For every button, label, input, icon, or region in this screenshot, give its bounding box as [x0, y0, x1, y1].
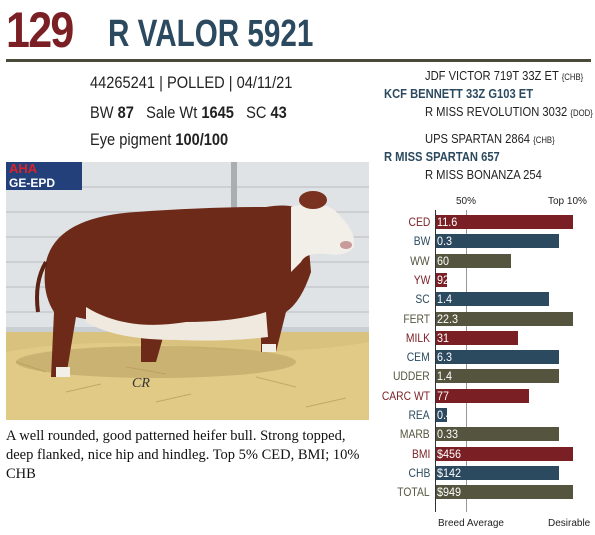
epd-trait-label: CHB: [408, 465, 430, 480]
epd-trait-value: 31: [437, 330, 450, 345]
epd-trait-value: 11.6: [437, 215, 458, 229]
animal-name: R VALOR 5921: [108, 13, 314, 55]
sale-wt-value: 1645: [201, 103, 234, 122]
epd-trait-label: MILK: [405, 330, 430, 345]
epd-row-udder: UDDER 1.4: [372, 367, 594, 386]
eye-pigment-line: Eye pigment 100/100: [90, 130, 228, 150]
epd-trait-label: FERT: [403, 311, 430, 326]
pedigree-dam-dam: R MISS BONANZA 254: [425, 167, 542, 182]
logo-aha-text: AHA: [9, 161, 38, 176]
epd-trait-label: TOTAL: [397, 485, 430, 500]
header-rule: [6, 59, 591, 62]
epd-bar: [436, 408, 447, 422]
eye-label: Eye pigment: [90, 130, 172, 149]
epd-bar: [436, 330, 518, 345]
bw-label: BW: [90, 103, 114, 122]
epd-trait-label: SC: [415, 292, 430, 307]
epd-row-cem: CEM 6.3: [372, 348, 594, 367]
registration-line: 44265241 | POLLED | 04/11/21: [90, 73, 293, 92]
axis-bottom-label-left: Breed Average: [438, 518, 504, 529]
epd-trait-value: 60: [437, 253, 450, 268]
epd-row-bmi: BMI $456: [372, 445, 594, 464]
epd-row-yw: YW 92: [372, 271, 594, 290]
axis-top-label-left: 50%: [456, 196, 477, 207]
epd-trait-value: 0.45: [437, 408, 459, 422]
epd-trait-value: 92: [437, 272, 450, 287]
epd-row-sc: SC 1.4: [372, 290, 594, 309]
epd-trait-label: CARC WT: [381, 388, 430, 403]
epd-trait-value: 77: [437, 388, 450, 403]
epd-bar: [436, 253, 511, 268]
epd-row-fert: FERT 22.3: [372, 310, 594, 329]
epd-trait-label: CED: [408, 215, 430, 229]
epd-chart: 50% Top 10% CED 11.6 BW 0.3 WW 60 YW 92 SC 1.4 FER…: [372, 196, 594, 535]
epd-bar: [436, 446, 573, 461]
epd-row-chb: CHB $142: [372, 464, 594, 483]
epd-trait-value: 22.3: [437, 311, 459, 326]
epd-bar: [436, 311, 573, 326]
axis-bottom-label-right: Desirable: [548, 518, 591, 529]
epd-trait-label: BMI: [411, 446, 430, 461]
epd-row-rea: REA 0.45: [372, 406, 594, 425]
epd-bar: [436, 388, 529, 403]
epd-bar: [436, 292, 549, 307]
epd-trait-value: $142: [437, 465, 462, 480]
epd-bar: [436, 272, 447, 287]
weights-line: BW 87 Sale Wt 1645 SC 43: [90, 103, 287, 123]
epd-row-carc-wt: CARC WT 77: [372, 387, 594, 406]
epd-trait-label: REA: [408, 408, 430, 422]
epd-trait-label: CEM: [407, 350, 430, 365]
epd-trait-value: 0.3: [437, 234, 453, 249]
epd-trait-value: 0.33: [437, 427, 459, 442]
bull-description: A well rounded, good patterned heifer bu…: [6, 428, 360, 482]
epd-bar: [436, 234, 559, 249]
sc-value: 43: [270, 103, 287, 122]
pedigree-sire-sire: JDF VICTOR 719T 33Z ET {CHB}: [425, 68, 584, 83]
epd-row-ww: WW 60: [372, 252, 594, 271]
epd-trait-label: YW: [413, 272, 430, 287]
pedigree-sire: KCF BENNETT 33Z G103 ET: [384, 86, 534, 101]
pedigree-dam: R MISS SPARTAN 657: [384, 149, 500, 164]
epd-row-bw: BW 0.3: [372, 232, 594, 251]
axis-top-label-right: Top 10%: [548, 196, 587, 207]
pedigree-dam-sire: UPS SPARTAN 2864 {CHB}: [425, 131, 555, 146]
epd-bar: [436, 215, 573, 229]
epd-trait-value: 6.3: [437, 350, 453, 365]
aha-ge-epd-logo: AHA GE-EPD: [6, 162, 82, 190]
epd-trait-value: $456: [437, 446, 462, 461]
sc-label: SC: [246, 103, 267, 122]
epd-trait-label: WW: [410, 253, 430, 268]
pedigree-sire-dam: R MISS REVOLUTION 3032 {DOD}: [425, 104, 593, 119]
bull-photo: CR: [6, 162, 369, 420]
eye-value: 100/100: [175, 130, 229, 149]
lot-number: 129: [6, 2, 74, 58]
epd-trait-value: 1.4: [437, 369, 453, 384]
logo-ge-epd-text: GE-EPD: [9, 176, 56, 190]
epd-row-milk: MILK 31: [372, 329, 594, 348]
sale-wt-label: Sale Wt: [146, 103, 198, 122]
epd-trait-label: BW: [413, 234, 430, 249]
epd-trait-value: $949: [437, 485, 462, 500]
epd-row-total: TOTAL $949: [372, 483, 594, 502]
photo-initials: CR: [132, 376, 150, 391]
bw-value: 87: [117, 103, 134, 122]
chart-axis-left: [435, 210, 436, 512]
epd-trait-label: UDDER: [393, 369, 430, 384]
epd-row-ced: CED 11.6: [372, 213, 594, 232]
epd-trait-label: MARB: [400, 427, 430, 442]
epd-row-marb: MARB 0.33: [372, 425, 594, 444]
epd-bar: [436, 369, 559, 384]
epd-bar: [436, 485, 573, 500]
epd-bar: [436, 350, 559, 365]
epd-bar: [436, 465, 559, 480]
epd-bar: [436, 427, 559, 442]
epd-trait-value: 1.4: [437, 292, 453, 307]
